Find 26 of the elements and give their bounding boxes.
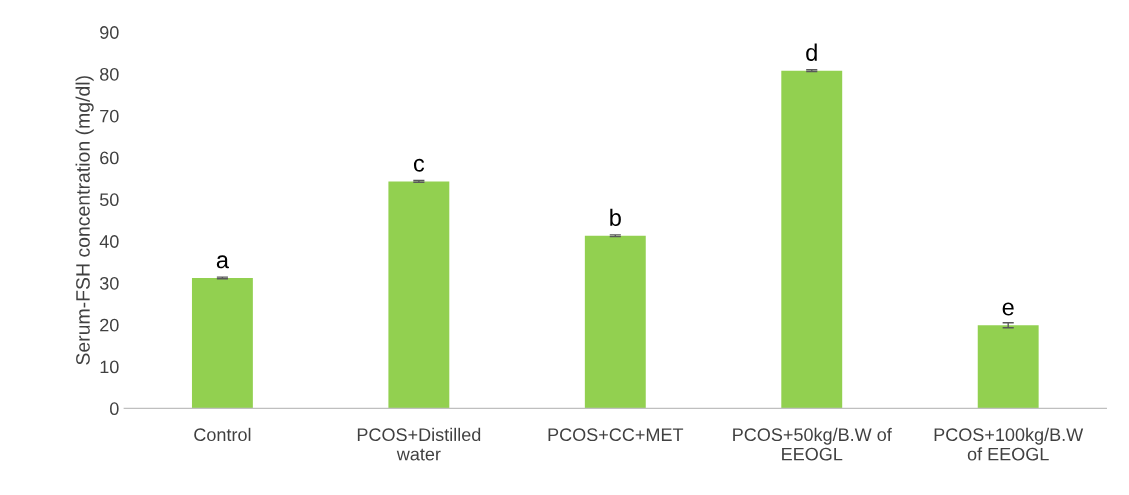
annotation: c [413, 158, 425, 172]
bar [584, 235, 646, 409]
y-tick-label: 0 [109, 402, 119, 416]
y-tick-label: 40 [99, 235, 119, 248]
x-tick-label: PCOS+50kg/B.W of EEOGL [733, 427, 892, 461]
bar [388, 181, 450, 409]
y-tick-label: 90 [100, 26, 119, 39]
x-tick-label: PCOS+Distilled water [357, 427, 481, 461]
y-tick-label: 70 [100, 109, 119, 123]
bar [781, 70, 843, 409]
annotation: d [806, 43, 817, 61]
y-tick-label: 60 [100, 151, 119, 165]
annotation: e [1002, 302, 1014, 316]
annotation: b [610, 208, 621, 227]
bar [977, 325, 1039, 409]
x-tick-label: PCOS+CC+MET [548, 428, 684, 442]
y-tick-label: 10 [100, 360, 119, 374]
bar [191, 277, 253, 409]
y-tick-label: 50 [99, 193, 119, 207]
y-tick-label: 20 [100, 318, 119, 332]
x-tick-label: Control [194, 427, 251, 442]
y-tick-label: 30 [99, 276, 119, 290]
x-tick-label: PCOS+100kg/B.W of EEOGL [934, 427, 1084, 461]
annotation: a [216, 255, 229, 269]
y-axis-title: Serum-FSH concentration (mg/dl) [75, 76, 94, 365]
y-tick-label: 80 [100, 67, 119, 81]
